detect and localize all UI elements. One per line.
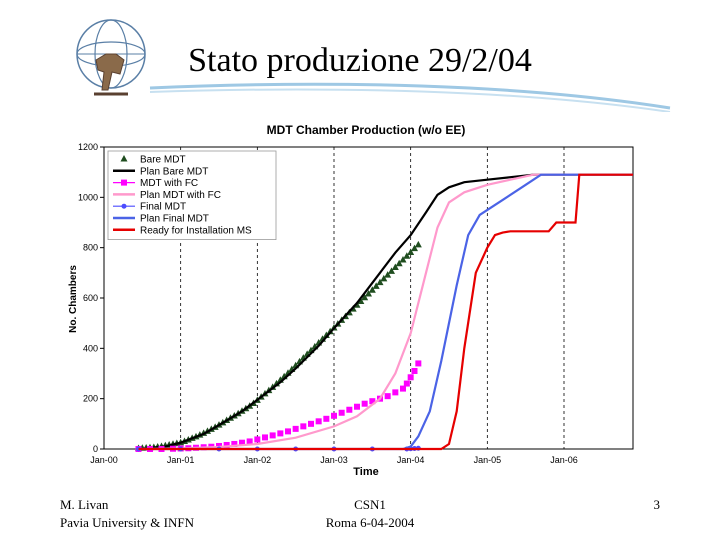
series-line	[138, 173, 633, 451]
footer-affiliation: Pavia University & INFN	[60, 515, 194, 530]
legend-label: Final MDT	[140, 202, 186, 213]
legend-label: Ready for Installation MS	[140, 225, 252, 236]
y-axis-label: No. Chambers	[68, 265, 79, 333]
series-line	[138, 173, 633, 451]
series	[135, 173, 633, 452]
legend-label: Plan MDT with FC	[140, 190, 221, 201]
legend-label: Bare MDT	[140, 155, 186, 166]
data-point	[277, 430, 284, 437]
data-point	[361, 400, 368, 407]
title-swoosh-decoration	[149, 82, 671, 112]
mdt-production-chart: MDT Chamber Production (w/o EE) No. Cham…	[60, 112, 640, 482]
data-point	[388, 267, 395, 274]
data-point	[223, 441, 230, 448]
series-ready-for-installation-ms	[138, 173, 633, 451]
data-point	[403, 252, 411, 259]
data-point	[231, 440, 238, 447]
x-tick-label: Jan-01	[167, 455, 195, 465]
data-point	[346, 406, 353, 413]
footer-author-name: M. Livan	[60, 497, 109, 512]
legend-swatch	[120, 155, 128, 162]
legend-swatch	[121, 203, 127, 209]
legend-swatch	[121, 179, 127, 186]
data-point	[384, 393, 391, 400]
footer-event-name: CSN1	[354, 497, 386, 512]
data-point	[361, 293, 369, 301]
data-point	[262, 434, 268, 441]
data-point	[380, 274, 388, 282]
data-point	[285, 428, 291, 435]
data-point	[239, 439, 245, 446]
data-point	[300, 423, 307, 430]
legend-label: Plan Bare MDT	[140, 166, 208, 177]
data-point	[384, 271, 392, 278]
data-point	[414, 240, 422, 248]
data-point	[331, 412, 337, 419]
data-point	[246, 438, 253, 445]
data-point	[391, 263, 399, 271]
data-point	[269, 432, 276, 439]
series-plan-bare-mdt	[138, 173, 633, 451]
x-tick-label: Jan-03	[320, 455, 348, 465]
data-point	[365, 289, 372, 297]
series-line	[138, 173, 633, 451]
legend-box	[107, 150, 277, 240]
data-point	[338, 409, 345, 416]
data-point	[368, 286, 376, 293]
y-tick-label: 0	[93, 444, 98, 454]
y-tick-label: 800	[83, 243, 98, 253]
data-point	[369, 398, 376, 405]
data-point	[354, 403, 360, 410]
x-tick-label: Jan-02	[244, 455, 272, 465]
footer-author: M. Livan Pavia University & INFN	[60, 496, 194, 532]
y-tick-label: 1000	[78, 192, 98, 202]
data-point	[411, 367, 418, 374]
data-point	[395, 259, 403, 267]
data-point	[308, 420, 314, 427]
data-point	[415, 360, 422, 367]
y-tick-label: 200	[83, 394, 98, 404]
y-tick-label: 600	[83, 293, 98, 303]
data-point	[392, 389, 399, 396]
page-number: 3	[653, 497, 661, 512]
x-tick-label: Jan-06	[550, 455, 578, 465]
footer-event-date: Roma 6-04-2004	[325, 515, 415, 530]
data-point	[315, 418, 322, 425]
atlas-logo	[76, 19, 146, 96]
data-point	[399, 255, 407, 263]
chart-title: MDT Chamber Production (w/o EE)	[267, 123, 466, 137]
data-point	[254, 436, 261, 443]
x-axis-label: Time	[353, 466, 378, 478]
data-point	[372, 282, 380, 289]
data-point	[376, 278, 384, 286]
x-tick-label: Jan-05	[474, 455, 502, 465]
data-point	[323, 415, 330, 422]
footer-event: CSN1 Roma 6-04-2004	[300, 496, 440, 532]
data-point	[357, 297, 365, 305]
data-point	[403, 380, 410, 387]
axes: Jan-00 Jan-01 Jan-02 Jan-03 Jan-04 Jan-05 Jan-…	[78, 142, 634, 465]
data-point	[292, 425, 299, 432]
y-tick-label: 1200	[78, 142, 98, 152]
series-plan-mdt-with-fc	[138, 173, 633, 451]
x-tick-label: Jan-04	[397, 455, 425, 465]
x-tick-label: Jan-00	[90, 455, 118, 465]
y-tick-label: 400	[83, 343, 98, 353]
data-point	[407, 374, 414, 381]
slide-title: Stato produzione 29/2/04	[188, 42, 532, 79]
data-point	[411, 244, 418, 252]
data-point	[400, 385, 406, 392]
legend-label: MDT with FC	[140, 178, 198, 189]
data-point	[407, 248, 415, 255]
legend-label: Plan Final MDT	[140, 214, 209, 225]
